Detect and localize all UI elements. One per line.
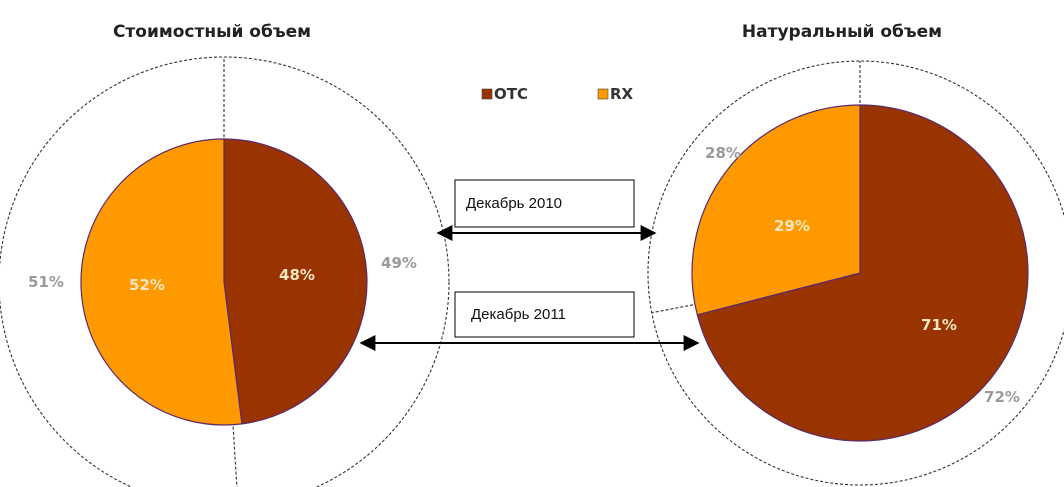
outer-label-otc: 49% bbox=[381, 254, 417, 272]
inner-pie-group bbox=[80, 138, 368, 426]
legend-label-otc: OTC bbox=[494, 85, 528, 103]
inner-label-otc: 71% bbox=[921, 316, 957, 334]
outer-ring bbox=[0, 56, 450, 487]
outer-label-otc: 72% bbox=[984, 388, 1020, 406]
pie-slice-rx bbox=[80, 138, 243, 426]
legend: OTC RX bbox=[481, 85, 634, 103]
inner-label-otc: 48% bbox=[279, 266, 315, 284]
outer-label-rx: 28% bbox=[705, 144, 741, 162]
chart-title: Натуральный объем bbox=[742, 22, 942, 42]
callout-december-2010: Декабрь 2010 bbox=[436, 179, 657, 241]
cost-volume-chart: Стоимостный объем 48% 52% 49% 51% bbox=[0, 22, 450, 487]
inner-pie-group bbox=[691, 104, 1029, 442]
legend-entry-otc: OTC bbox=[481, 85, 528, 103]
legend-label-rx: RX bbox=[610, 85, 634, 103]
callout-box bbox=[454, 179, 635, 228]
callout-label: Декабрь 2010 bbox=[466, 195, 562, 212]
callout-label: Декабрь 2011 bbox=[471, 306, 566, 323]
pie-slice-otc bbox=[696, 104, 1029, 442]
pie-slice-rx bbox=[691, 104, 861, 316]
legend-swatch-otc bbox=[481, 88, 493, 100]
slice-labels: 71% 29% 72% 28% bbox=[705, 144, 1020, 406]
callout-december-2011: Декабрь 2011 bbox=[359, 291, 700, 351]
pie-slice-otc bbox=[223, 138, 368, 425]
chart-title: Стоимостный объем bbox=[113, 22, 311, 42]
slice-labels: 48% 52% 49% 51% bbox=[28, 254, 417, 294]
legend-swatch-rx bbox=[597, 88, 609, 100]
units-volume-chart: Натуральный объем 71% 29% 72% 28% bbox=[647, 22, 1064, 486]
legend-entry-rx: RX bbox=[597, 85, 634, 103]
inner-label-rx: 52% bbox=[129, 276, 165, 294]
inner-label-rx: 29% bbox=[774, 217, 810, 235]
outer-label-rx: 51% bbox=[28, 273, 64, 291]
outer-ring bbox=[647, 60, 1064, 486]
